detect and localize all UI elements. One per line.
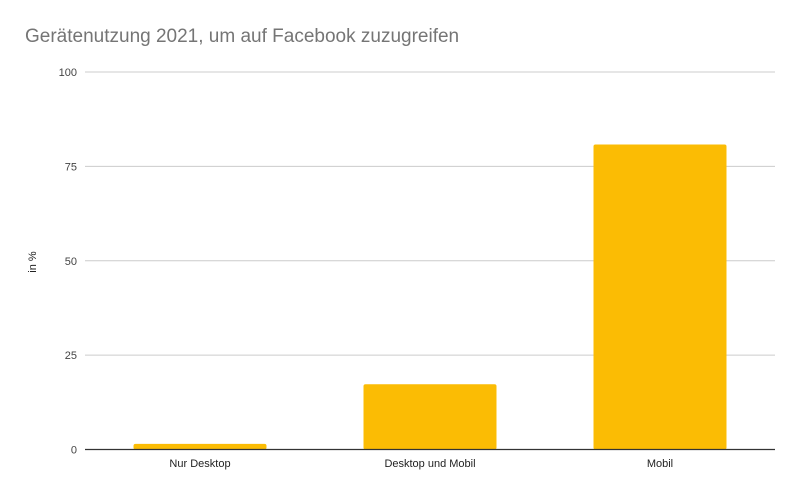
x-tick-label: Desktop und Mobil [384,458,475,470]
x-tick-label: Mobil [647,458,673,470]
y-tick-label: 100 [59,67,77,79]
bar [593,144,727,450]
y-tick-label: 50 [65,256,77,268]
bar [363,384,497,450]
x-tick-label: Nur Desktop [169,458,230,470]
y-tick-label: 0 [71,445,77,457]
y-axis-label: in % [27,251,39,273]
y-tick-label: 75 [65,161,77,173]
chart-title: Gerätenutzung 2021, um auf Facebook zuzu… [25,26,460,47]
bar [133,443,267,450]
y-tick-label: 25 [65,350,77,362]
